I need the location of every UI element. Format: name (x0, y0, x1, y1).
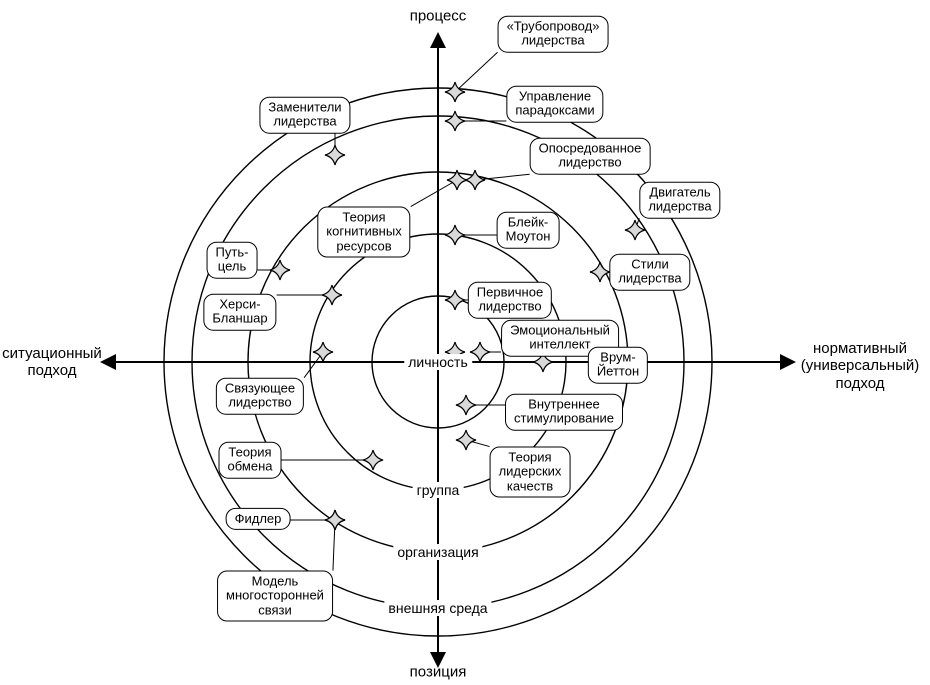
star-pervichnoe (445, 290, 465, 310)
diagram-svg (0, 0, 930, 685)
star-kachestva (456, 430, 476, 450)
star-stili (590, 262, 610, 282)
ring-label-gruppa: группа (413, 482, 464, 498)
callout-kachestva: Теория лидерских качеств (490, 447, 571, 498)
callout-zameniteli: Заменители лидерства (259, 97, 350, 134)
star-oposredovannoe (465, 170, 485, 190)
axis-label-right: нормативный (универсальный) подход (801, 340, 920, 392)
diagram-stage: { "layout": { "width": 930, "height": 68… (0, 0, 930, 685)
callout-pervichnoe: Первичное лидерство (468, 282, 552, 319)
callout-oposredovannoe: Опосредованное лидерство (530, 138, 651, 175)
star-dvigatel (625, 220, 645, 240)
callout-put_tsel: Путь- цель (207, 242, 258, 279)
axis-label-bottom: позиция (410, 663, 467, 680)
callout-vnutrennee: Внутреннее стимулирование (505, 394, 623, 431)
ring-label-sreda: внешняя среда (384, 600, 491, 616)
callout-fidler: Фидлер (226, 508, 291, 530)
star-put_tsel (270, 260, 290, 280)
star-vnutrennee (456, 395, 476, 415)
callout-dvigatel: Двигатель лидерства (639, 182, 720, 219)
star-paradoksy (445, 111, 465, 131)
callout-vroom: Врум- Йеттон (588, 347, 648, 384)
star-blake (445, 225, 465, 245)
callout-stili: Стили лидерства (609, 254, 690, 291)
callout-blake: Блейк- Моутон (497, 212, 560, 249)
callout-obmen: Теория обмена (219, 442, 282, 479)
star-mnogo (325, 510, 345, 530)
callout-paradoksy: Управление парадоксами (506, 86, 603, 123)
star-emotsional (470, 342, 490, 362)
callout-kognitivnye: Теория когнитивных ресурсов (317, 207, 410, 258)
axis-label-left: ситуационный подход (2, 345, 102, 380)
callout-truboprovod: «Трубопровод» лидерства (498, 16, 609, 53)
star-svjaz (313, 342, 333, 362)
ring-label-organizatsiya: организация (393, 544, 482, 560)
ring-label-lichnost: личность (404, 354, 472, 370)
callout-mnogo: Модель многосторонней связи (217, 571, 333, 622)
axis-label-top: процесс (410, 7, 467, 24)
callout-svjaz: Связующее лидерство (216, 378, 304, 415)
callout-hersi: Херси- Бланшар (203, 294, 276, 331)
star-zameniteli (325, 145, 345, 165)
